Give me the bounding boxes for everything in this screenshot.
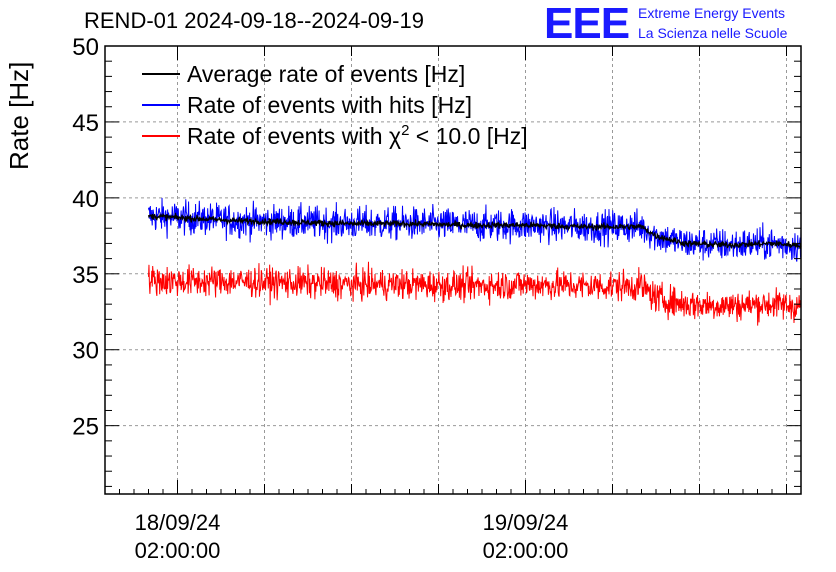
logo-line-1: Extreme Energy Events [638,5,786,21]
legend-entry: Average rate of events [Hz] [187,61,465,87]
series-line-1 [148,197,802,262]
plot-frame [104,45,802,495]
axes: 25 30 35 40 45 50 18/09/24 02:00:00 19/09/24 02:0… [72,34,802,563]
legend[interactable]: Average rate of events [Hz] Rate of event… [142,61,528,149]
series-line-2 [148,261,802,326]
y-tick-label: 35 [72,262,99,289]
legend-entry: Rate of events with hits [Hz] [187,92,472,118]
y-tick-label: 50 [72,34,99,61]
grid [105,46,801,494]
logo-line-2: La Scienza nelle Scuole [638,25,788,41]
chart-title: REND-01 2024-09-18--2024-09-19 [84,8,424,33]
x-tick-date-label: 19/09/24 [483,510,569,535]
eee-logo: EEE [544,0,630,48]
x-tick-time-label: 02:00:00 [483,538,569,563]
y-tick-label: 25 [72,414,99,441]
y-tick-label: 30 [72,338,99,365]
y-tick-label: 45 [72,110,99,137]
legend-entry: Rate of events with χ2 < 10.0 [Hz] [187,122,528,149]
series-line-0 [147,212,802,249]
x-tick-time-label: 02:00:00 [135,538,221,563]
y-tick-label: 40 [72,186,99,213]
x-tick-date-label: 18/09/24 [135,510,221,535]
series-layer [147,197,802,326]
